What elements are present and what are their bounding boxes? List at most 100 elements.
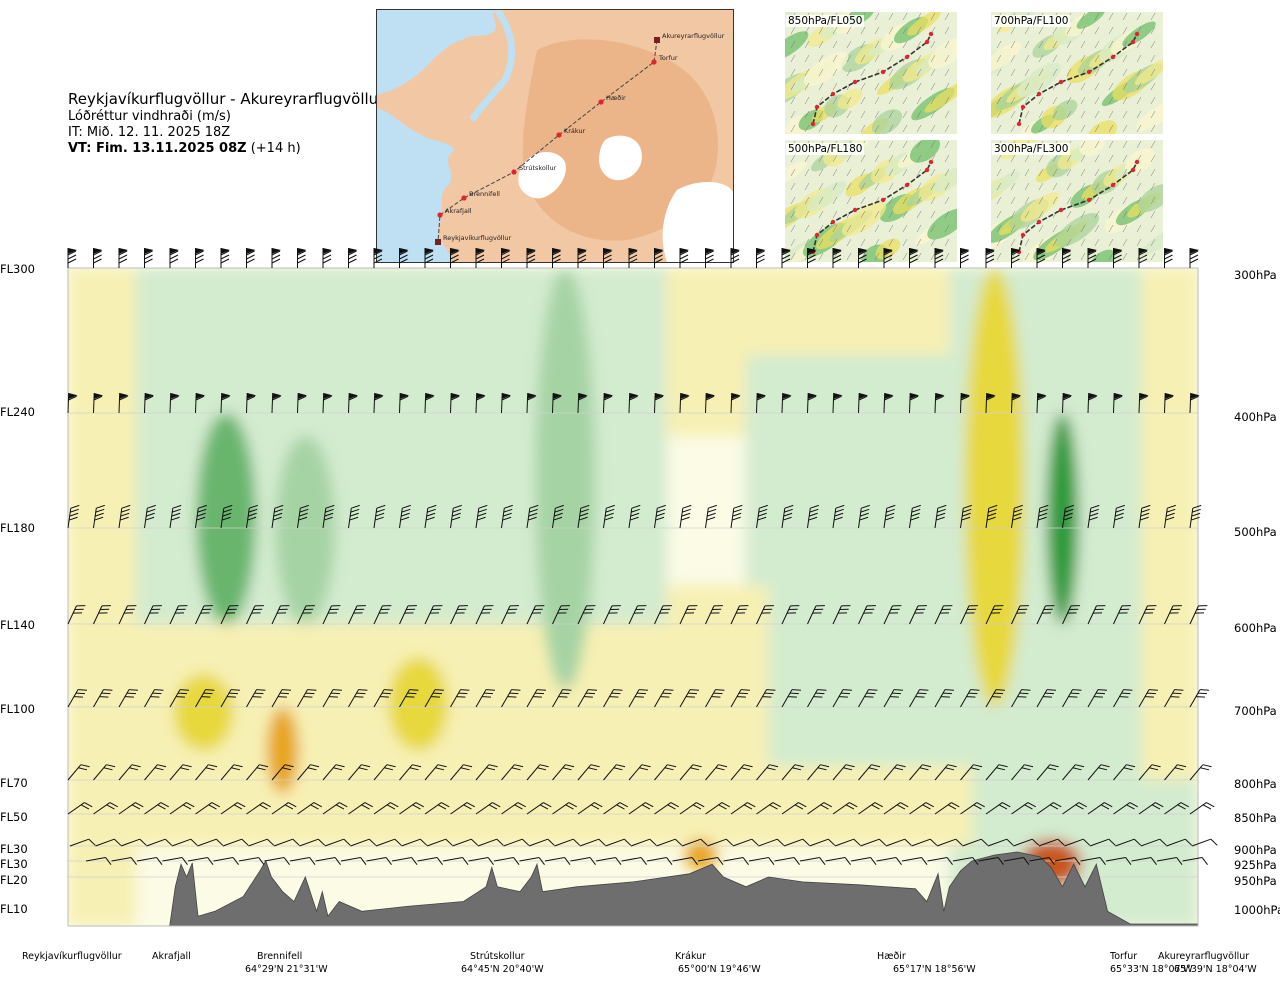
wind-barb-flag [221, 248, 230, 254]
wind-barb-feather [456, 696, 466, 698]
route-point[interactable] [511, 169, 517, 175]
location-akureyri-coord: 65°39'N 18°04'W [1174, 964, 1257, 975]
wind-barb [118, 605, 137, 625]
wind-barb [1011, 605, 1029, 625]
wind-barb [424, 689, 444, 708]
wind-barb-feather [246, 258, 255, 264]
wind-barb-feather [807, 258, 816, 264]
hpa-label-800: 800hPa [1234, 777, 1277, 791]
wind-barb-feather [1144, 696, 1154, 698]
wind-barb [603, 504, 615, 529]
wind-barb-feather [605, 512, 614, 517]
wind-barb [858, 689, 878, 708]
wind-barb [595, 857, 622, 866]
wind-barb [118, 248, 128, 268]
wind-barb-shaft [85, 857, 106, 862]
field-barb [1010, 224, 1016, 233]
valid-time-suffix: (+14 h) [250, 141, 301, 156]
wind-barb-feather [1166, 512, 1175, 517]
wind-barb-feather [323, 395, 332, 401]
wind-barb-feather [560, 692, 570, 695]
wind-barb [883, 504, 896, 529]
wind-barb-feather [254, 692, 264, 695]
wind-barb-shaft [340, 857, 361, 862]
wind-barb [1105, 857, 1132, 866]
wind-barb-feather [203, 605, 213, 607]
field-barb [930, 12, 936, 21]
route-point[interactable] [461, 195, 467, 201]
wind-barb-feather [425, 395, 434, 401]
location-reykjavik: Reykjavíkurflugvöllur [22, 951, 122, 962]
wind-barb-feather [817, 767, 827, 771]
wind-barb [399, 764, 422, 781]
wind-barb-feather [603, 250, 612, 256]
wind-barb-feather [105, 857, 112, 866]
wind-barb-feather [572, 838, 581, 846]
field-barb [1094, 96, 1100, 105]
wind-barb-feather [705, 258, 714, 264]
wind-barb-flag [1164, 248, 1174, 254]
field-barb [846, 54, 852, 63]
field-barb [930, 82, 936, 91]
hpa-label-600: 600hPa [1234, 621, 1277, 635]
wind-barb [577, 764, 600, 781]
route-point[interactable] [556, 132, 562, 138]
field-barb [1136, 210, 1142, 219]
wind-barb-feather [131, 804, 141, 810]
wind-barb-feather [706, 516, 716, 521]
wind-barb-feather [532, 612, 542, 614]
route-endpoint[interactable] [435, 239, 441, 245]
wind-barb [781, 392, 792, 414]
wind-barb-shaft [934, 689, 946, 708]
wind-barb-flag [552, 248, 562, 254]
route-point[interactable] [651, 59, 657, 65]
wind-barb-feather [611, 692, 621, 695]
wind-barb-feather [211, 802, 220, 808]
level-map-850[interactable]: 850hPa/FL050 [785, 12, 957, 134]
wind-barb-feather [1044, 692, 1054, 695]
fl-label-20: FL20 [0, 873, 28, 887]
level-map-500[interactable]: 500hPa/FL180 [785, 140, 957, 262]
fl-label-300: FL300 [0, 262, 35, 276]
wind-barb-feather [528, 512, 538, 517]
wind-barb-shaft [1036, 605, 1046, 625]
wind-barb-feather [358, 767, 368, 771]
wind-barb [544, 857, 571, 866]
level-map-700[interactable]: 700hPa/FL100 [991, 12, 1163, 134]
wind-barb [603, 764, 626, 781]
wind-barb-feather [559, 608, 569, 610]
field-barb [996, 196, 1002, 205]
wind-barb [621, 857, 647, 866]
wind-barb-feather [712, 608, 722, 610]
route-point[interactable] [437, 212, 443, 218]
field-barb [1080, 82, 1086, 91]
wind-barb-flag [680, 248, 689, 254]
wind-barb-feather [664, 689, 674, 691]
thumb-route-point [1020, 104, 1026, 110]
wind-barb [452, 838, 479, 847]
wind-barb-feather [1100, 764, 1110, 768]
route-point-label: Hæðir [606, 94, 626, 102]
wind-barb [417, 857, 443, 866]
wind-barb-feather [917, 692, 927, 695]
wind-barb-feather [1149, 767, 1159, 771]
field-barb [1052, 168, 1058, 177]
wind-barb-feather [1121, 692, 1131, 695]
wind-barb [399, 392, 410, 414]
wind-barb-feather [492, 802, 501, 808]
wind-barb [144, 802, 169, 815]
wind-barb-feather [411, 857, 418, 866]
field-barb [790, 168, 796, 177]
wind-barb-feather [845, 764, 855, 768]
wind-barb-shaft [93, 802, 111, 815]
wind-barb [144, 248, 154, 268]
wind-barb-feather [488, 764, 498, 768]
wind-barb-feather [809, 512, 818, 517]
wind-barb-feather [794, 764, 804, 768]
route-point[interactable] [598, 99, 604, 105]
route-endpoint[interactable] [654, 37, 660, 43]
wind-barb-flag [833, 248, 842, 254]
level-map-300[interactable]: 300hPa/FL300 [991, 140, 1163, 262]
wind-barb-feather [93, 254, 102, 260]
field-barb [1136, 54, 1142, 63]
